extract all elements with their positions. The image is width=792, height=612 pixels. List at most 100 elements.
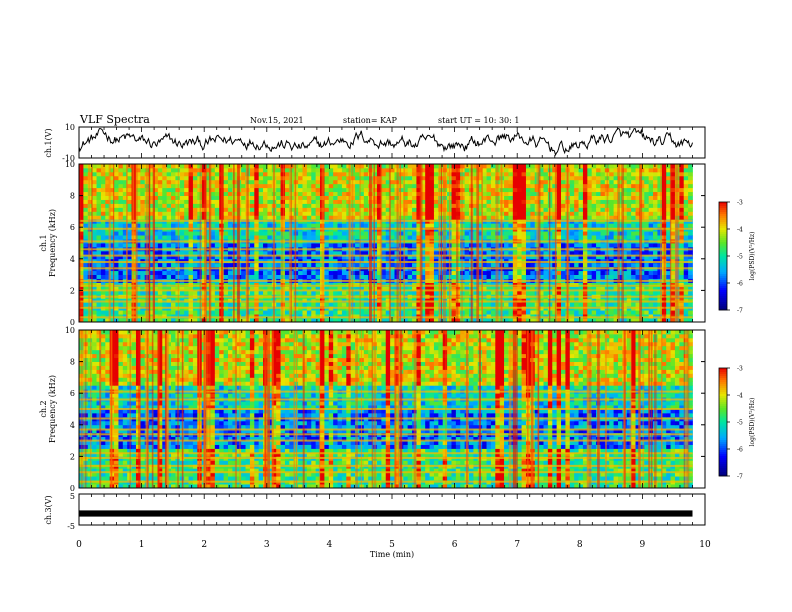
spectrogram-cell <box>153 282 159 287</box>
spectrogram-cell <box>412 310 417 315</box>
spectrogram-cell <box>162 318 168 322</box>
spectrogram-cell <box>302 310 308 315</box>
spectrogram-cell <box>670 183 676 189</box>
spectrogram-cell <box>197 250 203 256</box>
spectrogram-cell <box>416 274 422 279</box>
spectrogram-cell <box>596 211 601 216</box>
spectrogram-cell <box>626 187 632 193</box>
spectrogram-cell <box>508 215 514 220</box>
spectrogram-cell <box>613 223 619 228</box>
spectrogram-cell <box>416 215 422 220</box>
spectrogram-cell <box>100 250 106 256</box>
spectrogram-cell <box>140 282 146 287</box>
spectrogram-cell <box>403 195 409 200</box>
spectrogram-cell <box>328 207 334 212</box>
spectrogram-cell <box>311 211 317 216</box>
spectrogram-cell <box>420 262 426 268</box>
spectrogram-cell <box>539 183 544 189</box>
spectrogram-cell <box>587 318 593 322</box>
spectrogram-cell <box>83 195 89 200</box>
spectrogram-cell <box>175 314 181 319</box>
spectrogram-cell <box>407 302 413 307</box>
spectrogram-cell <box>188 302 194 307</box>
spectrogram-cell <box>267 302 273 307</box>
spectrogram-cell <box>114 262 119 268</box>
spectrogram-cell <box>530 250 536 256</box>
spectrogram-cell <box>175 179 181 185</box>
spectrogram-cell <box>517 286 522 291</box>
spectrogram-cell <box>197 286 203 291</box>
spectrogram-cell <box>429 286 435 291</box>
spectrogram-cell <box>210 191 216 196</box>
spectrogram-cell <box>390 302 395 307</box>
spectrogram-cell <box>280 290 286 295</box>
spectrogram-cell <box>648 183 654 189</box>
spectrogram-cell <box>232 183 238 189</box>
spectrogram-cell <box>587 314 593 319</box>
spectrogram-cell <box>530 314 536 319</box>
spectrogram-cell <box>543 215 549 220</box>
spectrogram-cell <box>425 286 430 291</box>
spectrogram-cell <box>284 290 290 295</box>
spectrogram-cell <box>653 215 658 220</box>
spectrogram-cell <box>109 274 115 279</box>
spectrogram-cell <box>254 187 260 193</box>
spectrogram-cell <box>631 318 636 322</box>
spectrogram-cell <box>666 195 671 200</box>
spectrogram-cell <box>245 262 251 268</box>
spectrogram-cell <box>87 187 93 193</box>
spectrogram-cell <box>521 302 527 307</box>
spectrogram-cell <box>460 211 466 216</box>
spectrogram-cell <box>135 191 141 196</box>
spectrogram-cell <box>254 310 260 315</box>
spectrogram-cell <box>201 223 207 228</box>
spectrogram-cell <box>280 187 286 193</box>
spectrogram-cell <box>263 302 268 307</box>
spectrogram-cell <box>157 223 163 228</box>
spectrogram-cell <box>210 282 216 287</box>
spectrogram-cell <box>622 250 628 256</box>
spectrogram-cell <box>122 187 128 193</box>
spectrogram-cell <box>596 262 601 268</box>
spectrogram-cell <box>210 302 216 307</box>
spectrogram-cell <box>477 254 483 260</box>
spectrogram-cell <box>166 231 172 236</box>
spectrogram-cell <box>341 235 347 240</box>
spectrogram-cell <box>390 215 395 220</box>
spectrogram-cell <box>87 258 93 264</box>
spectrogram-cell <box>455 270 461 275</box>
spectrogram-cell <box>245 254 251 260</box>
spectrogram-cell <box>376 179 382 185</box>
spectrogram-cell <box>617 203 623 208</box>
spectrogram-cell <box>556 298 562 303</box>
spectrogram-cell <box>232 191 238 196</box>
spectrogram-cell <box>210 231 216 236</box>
spectrogram-cell <box>96 258 102 264</box>
spectrogram-cell <box>587 302 593 307</box>
spectrogram-cell <box>179 243 185 248</box>
spectrogram-cell <box>223 298 229 303</box>
spectrogram-cell <box>464 211 470 216</box>
spectrogram-cell <box>206 207 211 212</box>
spectrogram-cell <box>644 195 650 200</box>
spectrogram-cell <box>140 290 146 295</box>
spectrogram-cell <box>609 302 614 307</box>
spectrogram-cell <box>135 215 141 220</box>
spectrogram-cell <box>311 223 317 228</box>
spectrogram-cell <box>162 191 168 196</box>
spectrogram-cell <box>337 187 343 193</box>
spectrogram-cell <box>657 302 663 307</box>
spectrogram-cell <box>477 274 483 279</box>
spectrogram-cell <box>118 187 124 193</box>
spectrogram-cell <box>127 207 132 212</box>
spectrogram-cell <box>604 250 610 256</box>
spectrogram-cell <box>249 286 255 291</box>
spectrogram-cell <box>105 183 111 189</box>
spectrogram-cell <box>504 183 509 189</box>
spectrogram-cell <box>83 231 89 236</box>
spectrogram-cell <box>157 250 163 256</box>
spectrogram-cell <box>433 310 439 315</box>
spectrogram-cell <box>604 282 610 287</box>
spectrogram-cell <box>127 211 132 216</box>
spectrogram-cell <box>92 203 97 208</box>
